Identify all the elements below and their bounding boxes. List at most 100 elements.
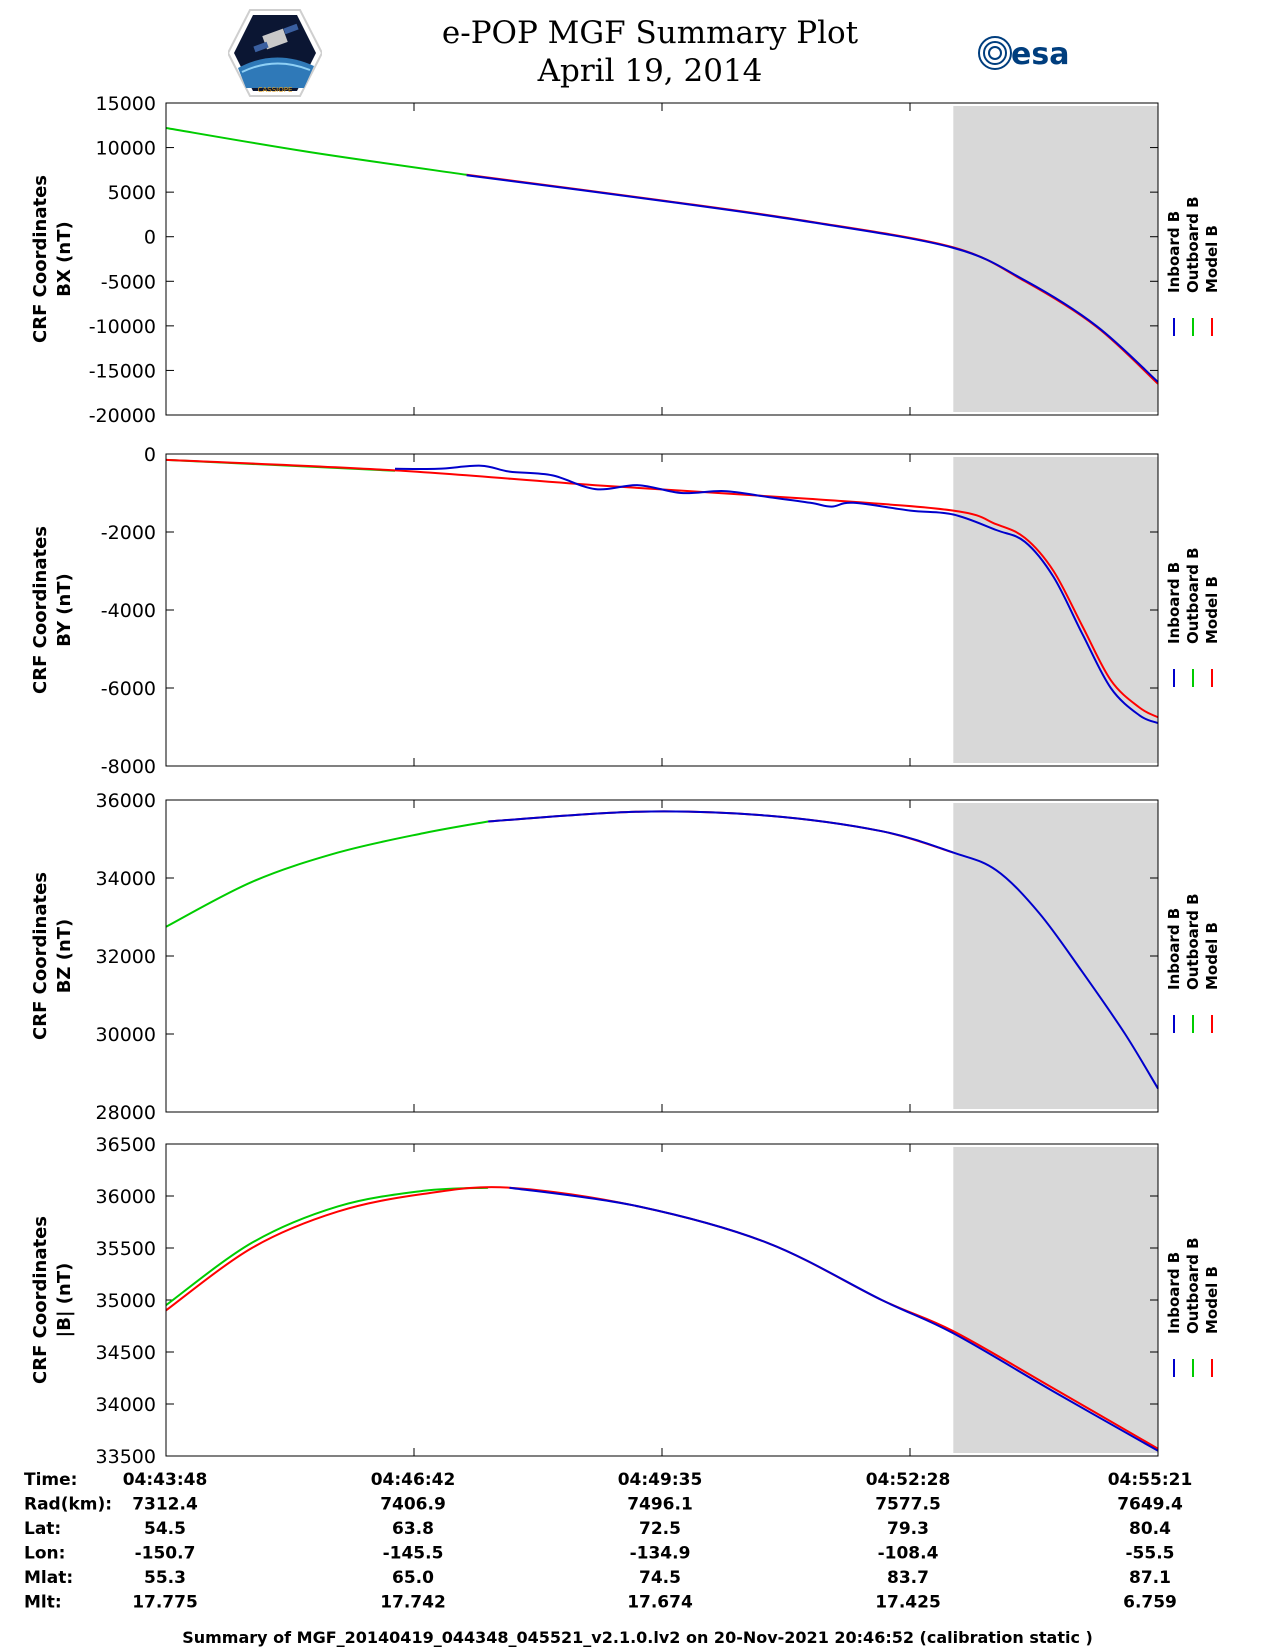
shaded-region — [953, 803, 1158, 1109]
plot-frame — [165, 1143, 1159, 1457]
y-tick-label: 5000 — [108, 182, 156, 204]
ephemeris-row-label: Lat: — [24, 1519, 61, 1539]
ephemeris-value: 17.775 — [132, 1593, 198, 1613]
ephemeris-value: 7312.4 — [132, 1495, 198, 1515]
ephemeris-value: -108.4 — [878, 1544, 939, 1564]
panel-3: 36000 34000 32000 30000 28000 CRF Coordinates… — [30, 790, 1221, 1124]
cassiope-logo: CASSIOPE — [228, 9, 322, 97]
ephemeris-value: -145.5 — [383, 1544, 444, 1564]
legend-label: Model B — [1203, 922, 1221, 990]
y-tick-label: -4000 — [101, 600, 156, 622]
y-axis-label: CRF Coordinates — [30, 872, 51, 1040]
panel-4: 36500 36000 35500 35000 34500 34000 33500 CRF C… — [30, 1134, 1221, 1468]
shaded-region — [953, 1147, 1158, 1453]
ephemeris-row-label: Rad(km): — [24, 1495, 112, 1515]
y-tick-label: 10000 — [96, 138, 156, 160]
ephemeris-value: 63.8 — [392, 1519, 434, 1539]
y-tick-label: 36000 — [96, 790, 156, 812]
logo-left-text: CASSIOPE — [258, 86, 293, 94]
plot-frame — [165, 453, 1159, 767]
y-tick-label: 35000 — [96, 1290, 156, 1312]
ephemeris-row-label: Time: — [24, 1470, 77, 1490]
y-axis-label: CRF Coordinates — [30, 175, 51, 343]
logo-right-text: esa — [1011, 37, 1069, 72]
ephemeris-value: 7406.9 — [380, 1495, 446, 1515]
footer-summary: Summary of MGF_20140419_044348_045521_v2… — [182, 1628, 1093, 1647]
series-outboard-b — [165, 127, 467, 176]
y-axis-label: CRF Coordinates — [30, 526, 51, 694]
ephemeris-row-label: Mlat: — [24, 1568, 73, 1588]
x-tick-label: 04:49:35 — [618, 1470, 703, 1490]
y-tick-label: 35500 — [96, 1238, 156, 1260]
y-axis-label: CRF Coordinates — [30, 1216, 51, 1384]
panel-1: 15000 10000 5000 0 -5000 -10000 -15000 -20000 CR… — [30, 93, 1221, 427]
x-tick-label: 04:46:42 — [371, 1470, 456, 1490]
ephemeris-value: 17.425 — [875, 1593, 941, 1613]
legend-label: Outboard B — [1184, 1237, 1202, 1334]
legend-label: Model B — [1203, 225, 1221, 293]
y-tick-label: -20000 — [89, 405, 156, 427]
panel-2: 0 -2000 -4000 -6000 -8000 CRF Coordinates BY (… — [30, 444, 1221, 778]
legend-label: Inboard B — [1165, 211, 1183, 293]
y-tick-label: -2000 — [101, 522, 156, 544]
y-tick-label: -5000 — [101, 271, 156, 293]
ephemeris-row-label: Lon: — [24, 1544, 65, 1564]
series-inboard-b — [394, 464, 1159, 725]
ephemeris-value: 80.4 — [1129, 1519, 1171, 1539]
legend-label: Model B — [1203, 576, 1221, 644]
legend-label: Inboard B — [1165, 562, 1183, 644]
ephemeris-value: 7496.1 — [627, 1495, 693, 1515]
ephemeris-value: 54.5 — [144, 1519, 186, 1539]
legend-label: Outboard B — [1184, 547, 1202, 644]
y-tick-label: 36000 — [96, 1186, 156, 1208]
y-tick-label: -10000 — [89, 316, 156, 338]
y-tick-label: 15000 — [96, 93, 156, 115]
x-tick-label: 04:52:28 — [866, 1470, 951, 1490]
y-tick-label: -6000 — [101, 678, 156, 700]
ephemeris-value: 55.3 — [144, 1568, 186, 1588]
title-line-1: e-POP MGF Summary Plot — [441, 15, 859, 51]
y-tick-label: 34500 — [96, 1342, 156, 1364]
legend-label: Model B — [1203, 1266, 1221, 1334]
x-tick-label: 04:55:21 — [1108, 1470, 1193, 1490]
plot-title: e-POP MGF Summary Plot April 19, 2014 — [360, 14, 940, 90]
series-inboard-b — [509, 1186, 1159, 1452]
legend-label: Outboard B — [1184, 196, 1202, 293]
y-tick-label: 32000 — [96, 946, 156, 968]
series-model-b — [165, 458, 1159, 719]
y-tick-label: 30000 — [96, 1024, 156, 1046]
legend-label: Inboard B — [1165, 908, 1183, 990]
series-inboard-b — [488, 810, 1159, 1090]
esa-logo: esa — [978, 36, 1069, 72]
y-tick-label: 36500 — [96, 1134, 156, 1156]
x-tick-label: 04:43:48 — [123, 1470, 208, 1490]
ephemeris-value: -134.9 — [630, 1544, 691, 1564]
ephemeris-value: 17.742 — [380, 1593, 446, 1613]
y-tick-label: 28000 — [96, 1102, 156, 1124]
legend-label: Inboard B — [1165, 1252, 1183, 1334]
y-axis-label: BZ (nT) — [54, 919, 75, 994]
y-tick-label: 34000 — [96, 1394, 156, 1416]
ephemeris-value: 74.5 — [639, 1568, 681, 1588]
plot-frame — [165, 102, 1159, 416]
ephemeris-value: -55.5 — [1126, 1544, 1175, 1564]
y-tick-label: 0 — [144, 444, 156, 466]
title-line-2: April 19, 2014 — [537, 53, 763, 89]
plot-frame — [165, 799, 1159, 1113]
ephemeris-value: 17.674 — [627, 1593, 693, 1613]
y-tick-label: -15000 — [89, 360, 156, 382]
ephemeris-value: 87.1 — [1129, 1568, 1171, 1588]
ephemeris-value: 7577.5 — [875, 1495, 941, 1515]
series-outboard-b — [165, 820, 489, 928]
ephemeris-value: 65.0 — [392, 1568, 434, 1588]
y-tick-label: -8000 — [101, 756, 156, 778]
shaded-region — [953, 457, 1158, 763]
ephemeris-value: 79.3 — [887, 1519, 929, 1539]
y-axis-label: BY (nT) — [54, 573, 75, 647]
y-tick-label: 33500 — [96, 1446, 156, 1468]
ephemeris-value: 83.7 — [887, 1568, 929, 1588]
ephemeris-value: 72.5 — [639, 1519, 681, 1539]
y-axis-label: BX (nT) — [54, 221, 75, 296]
ephemeris-row-label: Mlt: — [24, 1593, 62, 1613]
